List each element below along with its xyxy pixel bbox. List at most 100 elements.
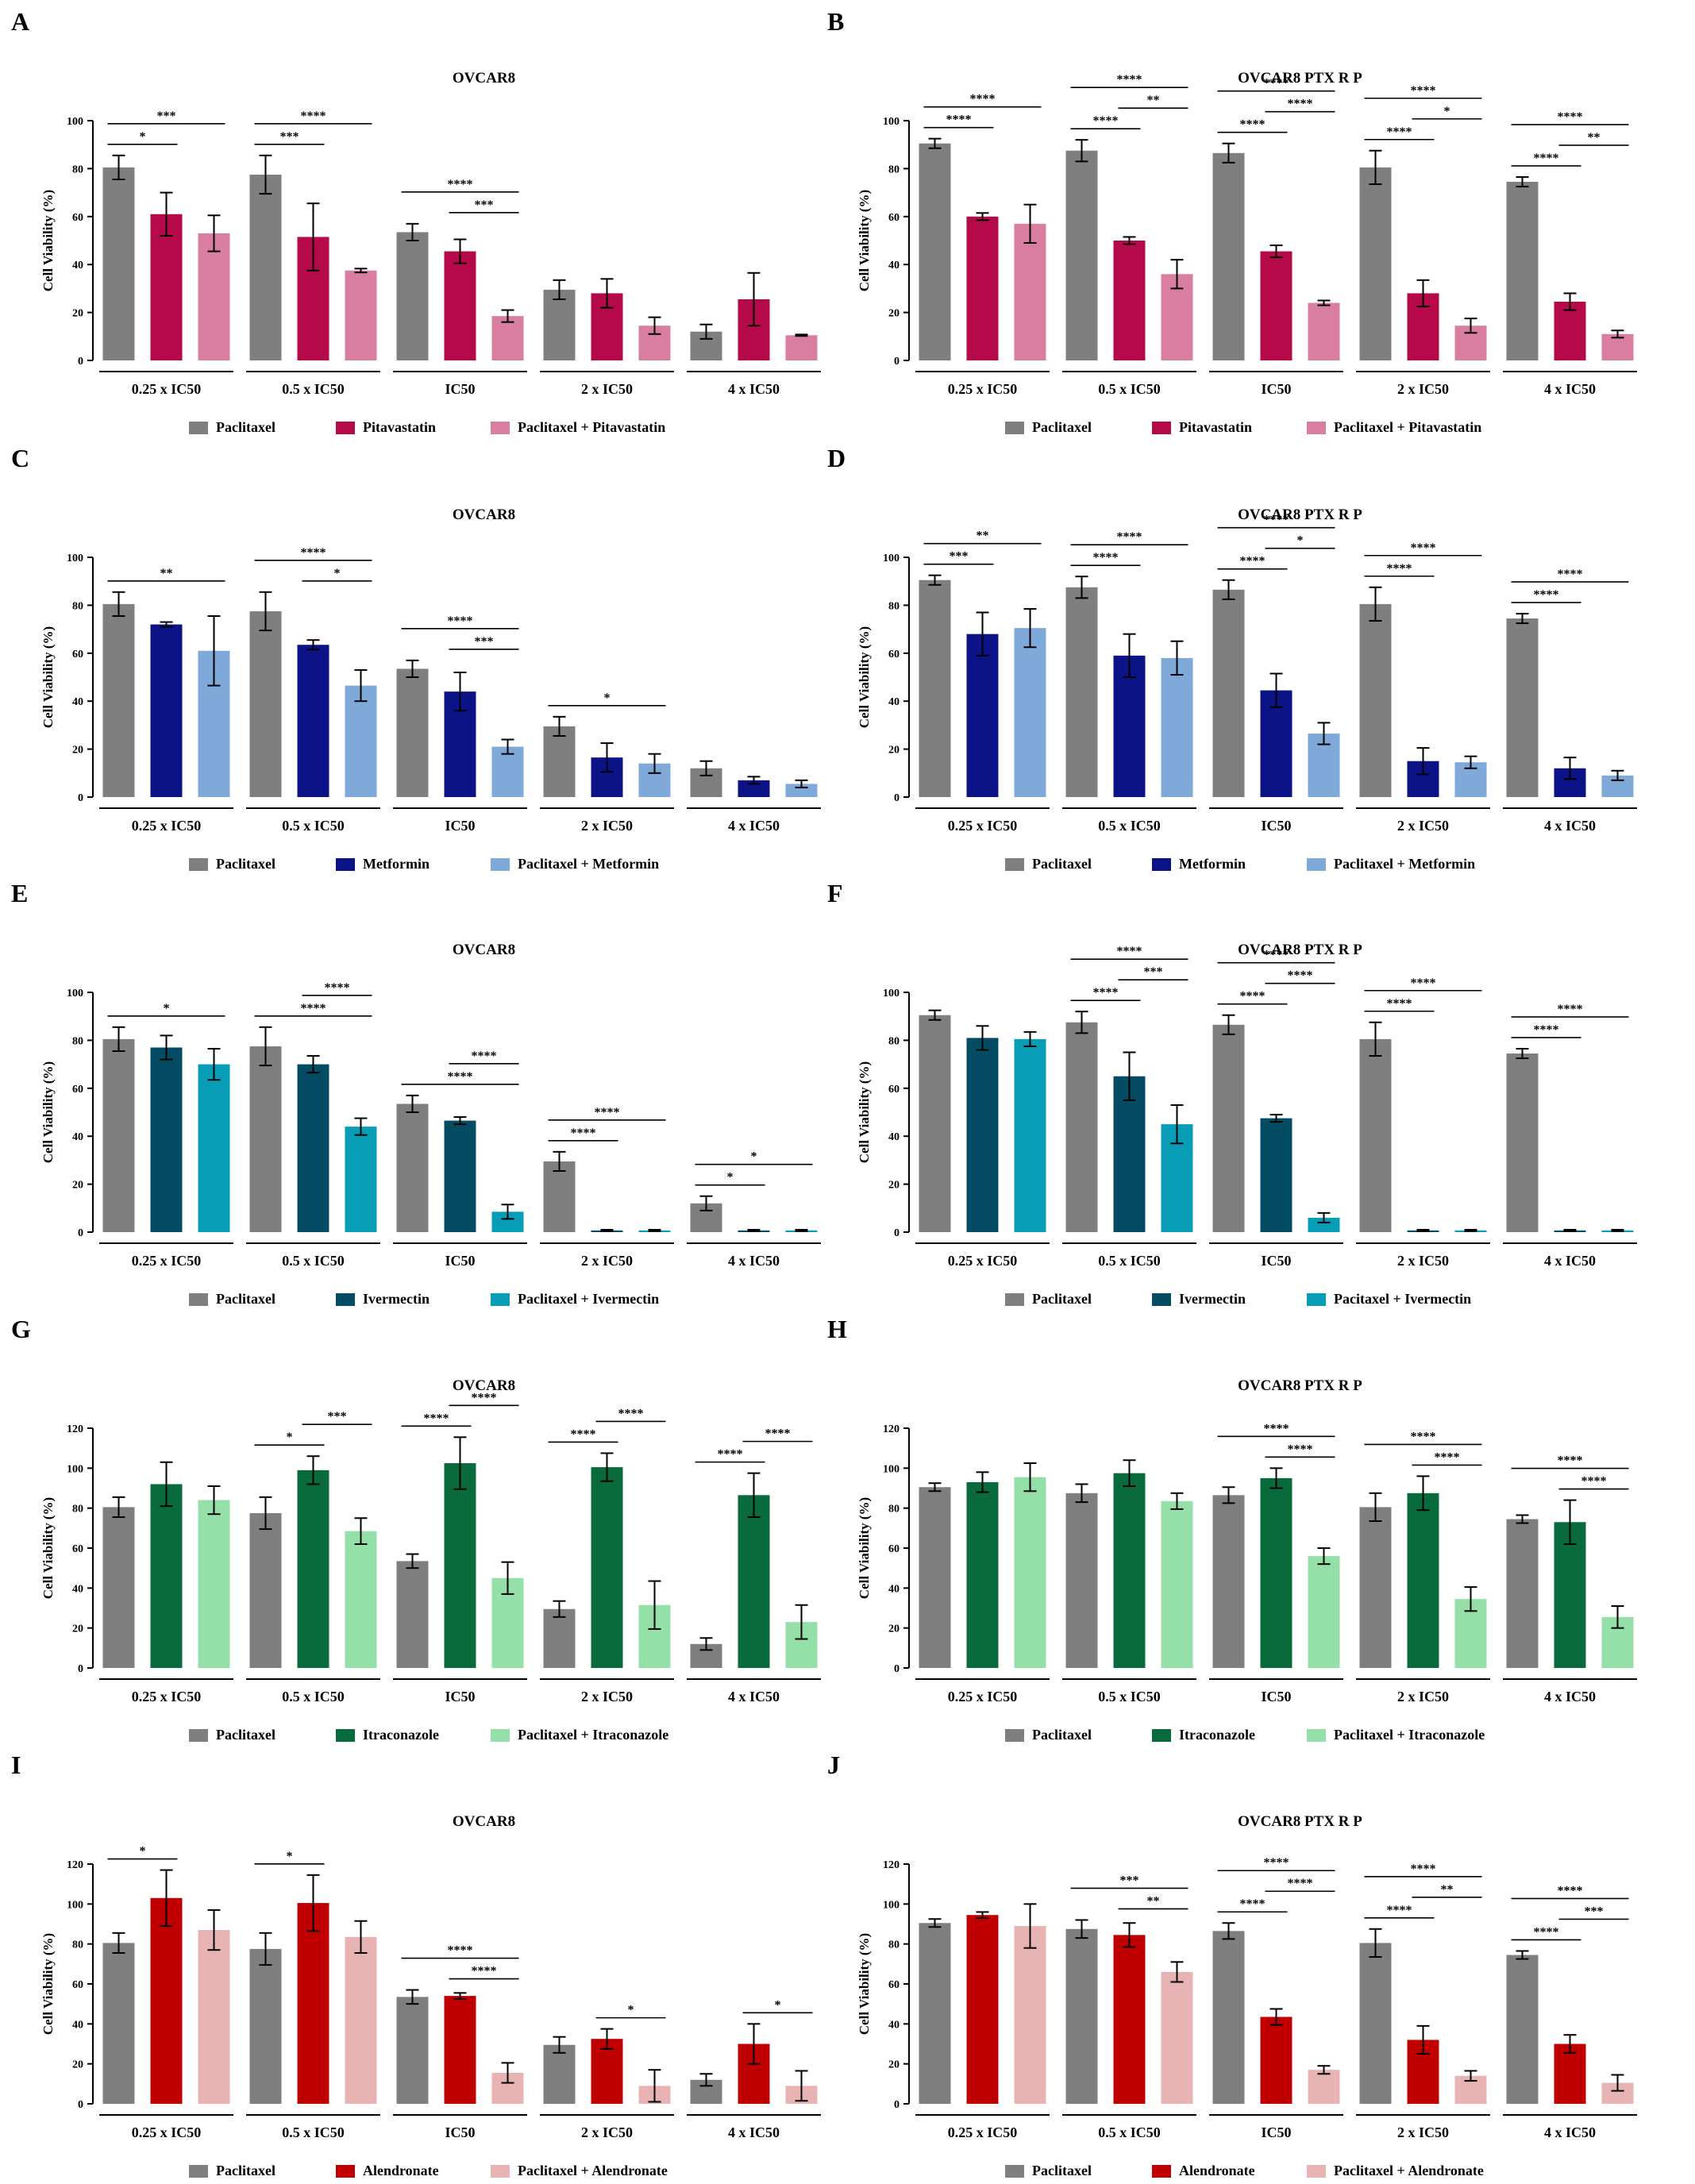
- bar-pacitaxel-ivermectin: [1014, 1038, 1046, 1232]
- legend-swatch: [336, 858, 355, 871]
- x-tick-label: 2 x IC50: [1397, 818, 1449, 834]
- significance-label: **: [1588, 131, 1601, 144]
- significance-label: ****: [1558, 110, 1583, 124]
- x-tick-label: 2 x IC50: [1397, 1253, 1449, 1269]
- x-tick-label: IC50: [1261, 2124, 1291, 2140]
- y-tick-label: 40: [72, 2019, 83, 2031]
- significance-label: ****: [1240, 1897, 1265, 1911]
- x-tick-label: 4 x IC50: [728, 2124, 780, 2140]
- legend-label: Pitavastatin: [1179, 419, 1252, 435]
- bar-ivermectin: [297, 1064, 329, 1232]
- bar-itraconazole: [297, 1469, 329, 1668]
- bar-paclitaxel: [396, 1104, 429, 1232]
- significance-label: ****: [1117, 530, 1142, 544]
- bar-paclitaxel: [1359, 167, 1392, 360]
- y-axis-label: Cell Viability (%): [857, 626, 872, 728]
- legend-label: Paclitaxel: [1032, 419, 1092, 435]
- bar-paclitaxel: [1506, 1053, 1539, 1232]
- bar-metformin: [150, 624, 183, 797]
- y-tick-label: 60: [72, 649, 83, 661]
- y-tick-label: 0: [78, 792, 83, 804]
- panel-B: B OVCAR8 PTX R P Cell Viability (%) 0 20 40 60…: [827, 7, 1637, 435]
- legend-label: Paclitaxel + Pitavastatin: [518, 419, 665, 435]
- significance-label: **: [977, 530, 989, 543]
- chart-title: OVCAR8 PTX R P: [1238, 942, 1362, 958]
- y-axis-label: Cell Viability (%): [857, 1061, 872, 1163]
- x-tick-label: IC50: [445, 381, 475, 397]
- x-tick-label: 0.25 x IC50: [948, 2124, 1018, 2140]
- significance-label: ****: [595, 1106, 620, 1119]
- significance-label: ****: [1093, 986, 1119, 1000]
- legend-swatch: [1152, 1729, 1171, 1742]
- legend-label: Paclitaxel: [1032, 1727, 1092, 1743]
- bar-paclitaxel-alendronate: [1014, 1926, 1046, 2104]
- chart-title: OVCAR8: [453, 1813, 515, 1830]
- significance-label: ***: [1144, 965, 1163, 979]
- bar-paclitaxel: [1065, 1022, 1098, 1232]
- panel-G: G OVCAR8 Cell Viability (%) 0 20 40 60 80 100 120…: [11, 1315, 821, 1743]
- bar-pitavastatin: [1113, 241, 1146, 360]
- y-tick-label: 60: [72, 1543, 83, 1555]
- y-tick-label: 40: [888, 1583, 900, 1595]
- y-tick-label: 80: [888, 1035, 900, 1047]
- legend-label: Paclitaxel: [216, 1291, 275, 1307]
- bar-paclitaxel: [249, 1948, 282, 2104]
- significance-label: ****: [1581, 1475, 1607, 1489]
- y-tick-label: 20: [72, 745, 83, 757]
- legend-label: Metformin: [363, 856, 430, 872]
- significance-label: *: [775, 1998, 781, 2012]
- y-tick-label: 40: [72, 1583, 83, 1595]
- bar-alendronate: [297, 1903, 329, 2104]
- y-tick-label: 80: [72, 164, 83, 175]
- panel-I: I OVCAR8 Cell Viability (%) 0 20 40 60 80 100 120…: [11, 1751, 821, 2178]
- chart-title: OVCAR8 PTX R P: [1238, 70, 1362, 87]
- bar-alendronate: [1260, 2016, 1292, 2104]
- significance-label: ****: [1264, 1422, 1289, 1435]
- significance-label: ****: [1264, 949, 1289, 962]
- legend-swatch: [1307, 422, 1326, 434]
- bar-alendronate: [444, 1996, 476, 2104]
- legend-label: Paclitaxel + Itraconazole: [518, 1727, 668, 1743]
- y-axis-label: Cell Viability (%): [40, 626, 56, 728]
- bar-paclitaxel: [543, 726, 576, 797]
- bar-pitavastatin: [1554, 302, 1586, 360]
- x-tick-label: 0.25 x IC50: [948, 818, 1018, 834]
- legend-label: Alendronate: [363, 2163, 439, 2178]
- bar-alendronate: [1113, 1935, 1146, 2104]
- y-tick-label: 0: [894, 2099, 900, 2111]
- bar-alendronate: [150, 1897, 183, 2104]
- chart-title: OVCAR8: [453, 1377, 515, 1394]
- x-tick-label: 2 x IC50: [1397, 381, 1449, 397]
- significance-label: ****: [1117, 73, 1142, 87]
- legend-label: Paclitaxel: [216, 856, 275, 872]
- bar-ivermectin: [150, 1047, 183, 1232]
- bar-paclitaxel: [249, 174, 282, 360]
- significance-label: *: [1297, 534, 1304, 548]
- legend-swatch: [1005, 1729, 1024, 1742]
- significance-label: ****: [1558, 568, 1583, 581]
- bar-itraconazole: [1113, 1473, 1146, 1668]
- legend-label: Paclitaxel: [216, 2163, 275, 2178]
- legend-swatch: [336, 2165, 355, 2178]
- y-tick-label: 60: [888, 1543, 900, 1555]
- significance-label: ****: [301, 546, 326, 560]
- y-tick-label: 120: [67, 1423, 83, 1435]
- y-tick-label: 0: [894, 792, 900, 804]
- significance-label: ****: [1288, 969, 1313, 983]
- bar-alendronate: [966, 1915, 999, 2104]
- bar-paclitaxel: [1506, 1519, 1539, 1668]
- legend-label: Paclitaxel + Metformin: [1334, 856, 1475, 872]
- significance-label: ****: [1411, 1430, 1436, 1443]
- significance-label: ****: [1093, 551, 1119, 564]
- x-tick-label: 2 x IC50: [581, 2124, 633, 2140]
- panel-letter: E: [11, 879, 28, 907]
- significance-label: ****: [1240, 990, 1265, 1003]
- significance-label: ****: [571, 1127, 596, 1140]
- significance-label: ****: [472, 1050, 497, 1063]
- x-tick-label: IC50: [445, 1253, 475, 1269]
- bar-paclitaxel-ivermectin: [345, 1127, 377, 1232]
- bar-paclitaxel: [1359, 1943, 1392, 2104]
- x-tick-label: 4 x IC50: [1544, 381, 1596, 397]
- legend-swatch: [1152, 2165, 1171, 2178]
